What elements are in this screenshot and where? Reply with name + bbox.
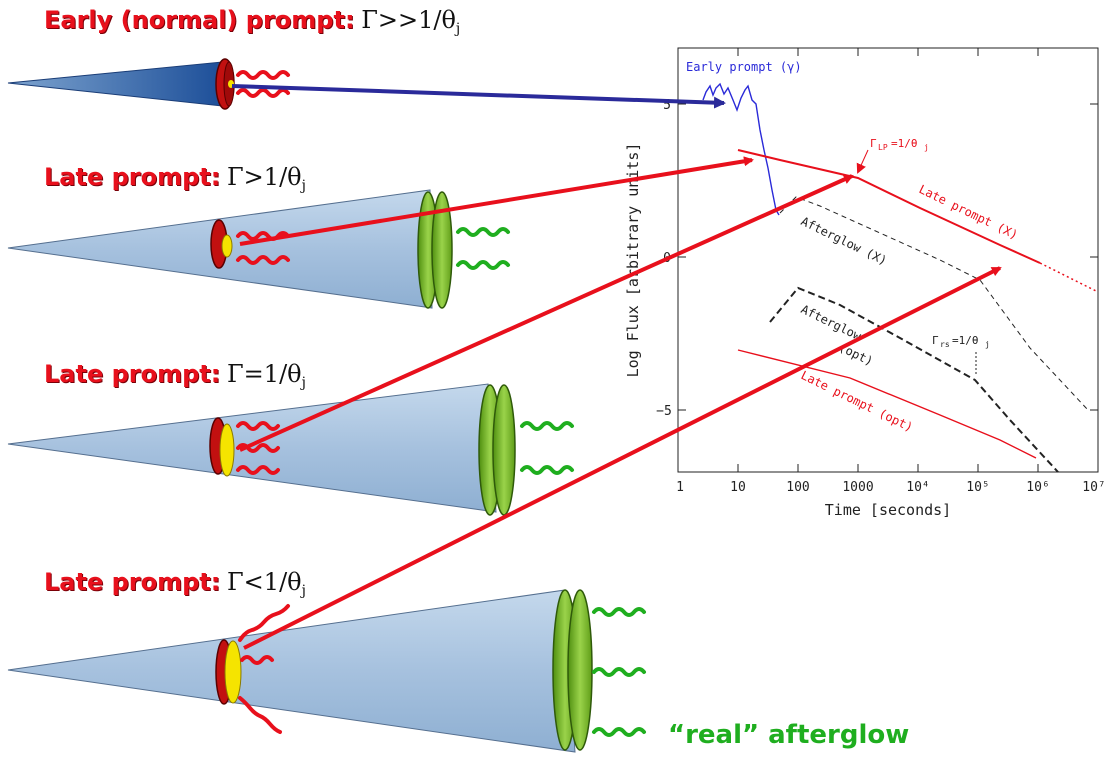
- gamma-sub: LP: [878, 143, 888, 152]
- gamma-symbol: Γ: [932, 334, 939, 347]
- panel-relation: Γ>1/θ: [227, 163, 302, 191]
- early-prompt-curve: [702, 82, 780, 216]
- late-prompt-opt-curve: [737, 349, 1037, 459]
- gamma-sub: rs: [940, 340, 950, 349]
- plot-frame: [677, 47, 1099, 473]
- panel-relation-sub: j: [455, 21, 461, 37]
- late-prompt-x-curve: [737, 149, 1041, 264]
- cone-late-lt: [7, 589, 646, 753]
- x-tick-label: 1: [676, 480, 684, 495]
- x-tick-label: 10⁷: [1082, 480, 1105, 495]
- late-prompt-eq-title: Late prompt: Γ=1/θj: [44, 362, 306, 390]
- early-prompt-arrow: [231, 84, 726, 109]
- gamma-rhs-sub: j: [924, 143, 929, 152]
- panel-relation: Γ>>1/θ: [361, 6, 456, 34]
- gamma-rs-annotation: Γ rs =1/θ j: [932, 334, 990, 349]
- x-tick-label: 10⁴: [906, 480, 929, 495]
- gamma-rhs: =1/θ: [891, 137, 918, 150]
- light-curve-plot: 1 10 100 1000 10⁴ 10⁵ 10⁶ 10⁷ 5 0 −5 Tim…: [624, 47, 1106, 519]
- green-wave-icon: [520, 421, 574, 475]
- panel-prefix: Late prompt:: [44, 568, 221, 596]
- late-prompt-lt-title: Late prompt: Γ<1/θj: [44, 570, 306, 598]
- x-tick-label: 10⁵: [966, 480, 989, 495]
- gamma-rhs-sub: j: [985, 340, 990, 349]
- x-axis-label: Time [seconds]: [825, 501, 951, 519]
- x-tick-label: 10: [730, 480, 746, 495]
- gamma-lp-annotation: Γ LP =1/θ j: [870, 137, 929, 152]
- x-tick-label: 1000: [842, 480, 873, 495]
- afterglow-x-curve: [779, 196, 1089, 411]
- green-wave-icon: [456, 227, 510, 270]
- panel-relation-sub: j: [301, 583, 306, 599]
- early-prompt-label: Early prompt (γ): [686, 60, 802, 74]
- y-tick-label: 5: [663, 98, 671, 113]
- late-prompt-gt-title: Late prompt: Γ>1/θj: [44, 165, 306, 193]
- yellow-core: [221, 234, 233, 258]
- cone-early: [7, 58, 290, 110]
- afterglow-opt-curve: [769, 286, 1059, 473]
- panel-prefix: Late prompt:: [44, 360, 221, 388]
- late-prompt-eq-arrow: [239, 174, 854, 452]
- late-prompt-gt-arrow: [239, 156, 754, 246]
- panel-relation: Γ<1/θ: [227, 568, 302, 596]
- cone-late-gt: [7, 189, 510, 309]
- red-wave-icon: [236, 231, 290, 265]
- red-wave-icon: [238, 604, 290, 734]
- green-wave-icon: [592, 607, 646, 737]
- yellow-core: [224, 640, 242, 704]
- early-prompt-title: Early (normal) prompt: Γ>>1/θj: [44, 8, 460, 36]
- x-tick-label: 10⁶: [1026, 480, 1049, 495]
- y-axis-label: Log Flux [arbitrary units]: [624, 143, 642, 378]
- x-tick-label: 100: [786, 480, 809, 495]
- x-ticks: [677, 48, 1099, 472]
- panel-relation-sub: j: [301, 375, 306, 391]
- y-tick-label: −5: [656, 404, 672, 419]
- panel-relation: Γ=1/θ: [227, 360, 302, 388]
- real-afterglow-label: “real” afterglow: [668, 720, 910, 750]
- y-ticks: [678, 103, 1098, 411]
- panel-relation-sub: j: [301, 178, 306, 194]
- panel-prefix: Late prompt:: [44, 163, 221, 191]
- yellow-core: [219, 423, 235, 477]
- gamma-symbol: Γ: [870, 137, 877, 150]
- gamma-rhs: =1/θ: [952, 334, 979, 347]
- late-prompt-lt-arrow: [243, 266, 1002, 650]
- red-wave-icon: [236, 70, 290, 98]
- panel-prefix: Early (normal) prompt:: [44, 6, 355, 34]
- cone-late-eq: [7, 383, 574, 516]
